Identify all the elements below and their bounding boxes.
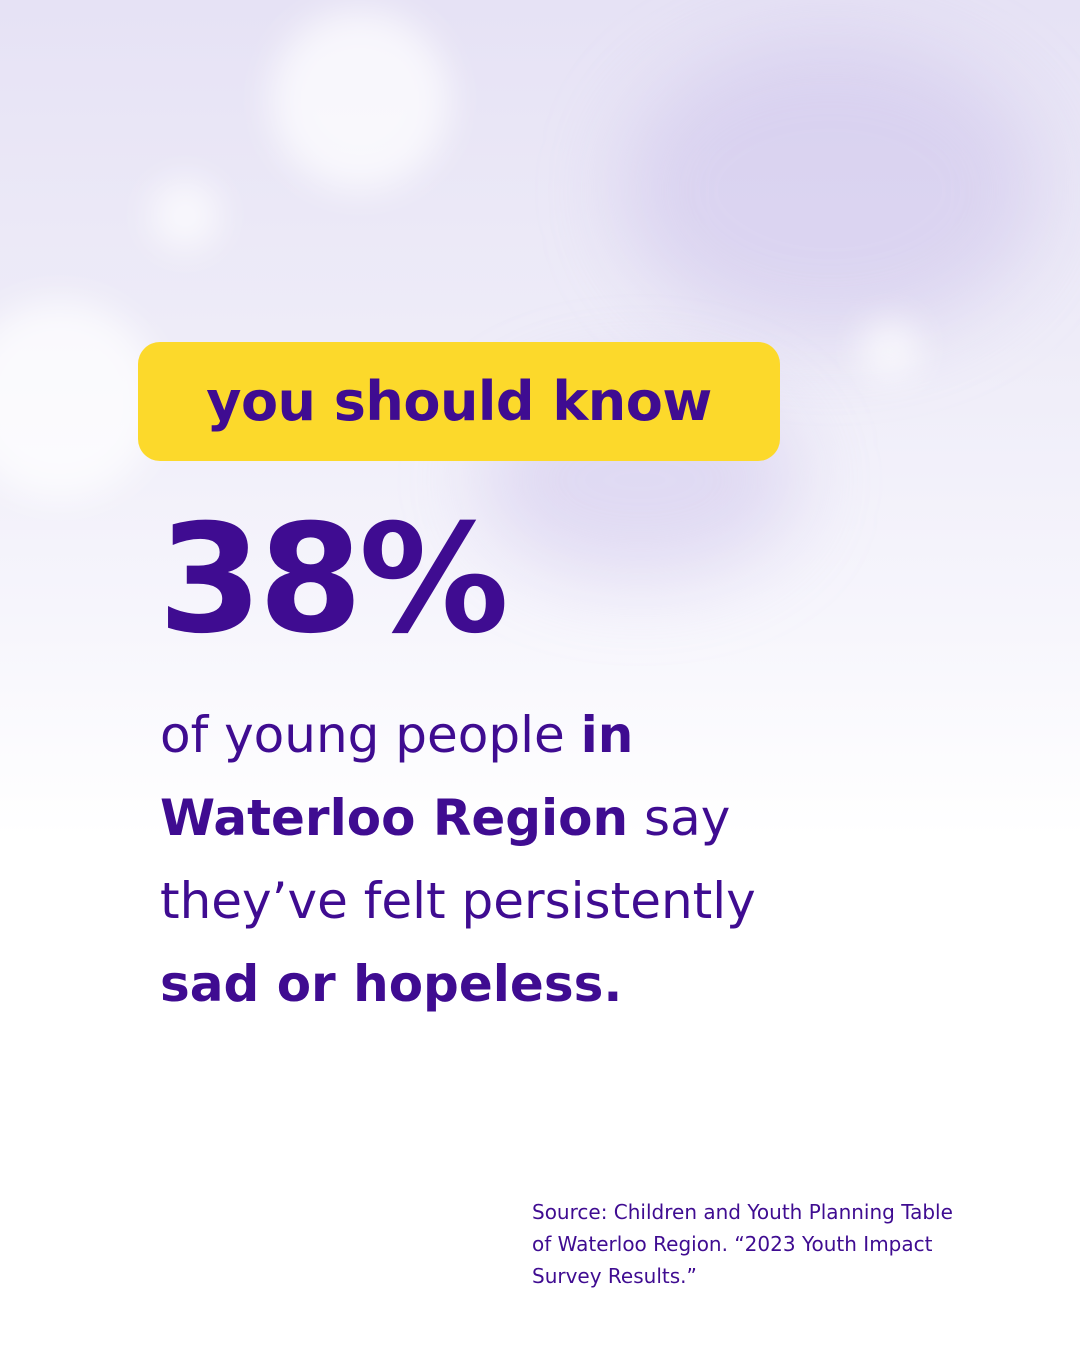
body-emphasis: in [580,706,634,764]
body-line: of young people in [160,700,756,783]
body-segment: say [628,789,731,847]
background-bokeh [860,320,920,380]
body-text: of young people in Waterloo Region say the… [160,700,756,1032]
source-line: Survey Results.” [532,1264,697,1288]
stat-number: 38% [158,493,509,667]
background-bokeh [270,10,450,190]
body-line: sad or hopeless. [160,949,756,1032]
body-line: they’ve felt persistently [160,866,756,949]
background-bokeh [0,300,160,500]
body-segment: of young people [160,706,581,764]
source-line: Source: Children and Youth Planning Tabl… [532,1200,953,1224]
body-segment: they’ve felt persistently [160,872,756,930]
background-glow [620,40,1040,340]
badge-text: you should know [206,370,712,433]
source-line: of Waterloo Region. “2023 Youth Impact [532,1232,933,1256]
body-line: Waterloo Region say [160,783,756,866]
source-note: Source: Children and Youth Planning Tabl… [532,1198,953,1294]
badge: you should know [138,342,780,461]
background-bokeh [150,180,220,250]
body-emphasis: sad or hopeless. [160,955,623,1013]
body-emphasis: Waterloo Region [160,789,629,847]
